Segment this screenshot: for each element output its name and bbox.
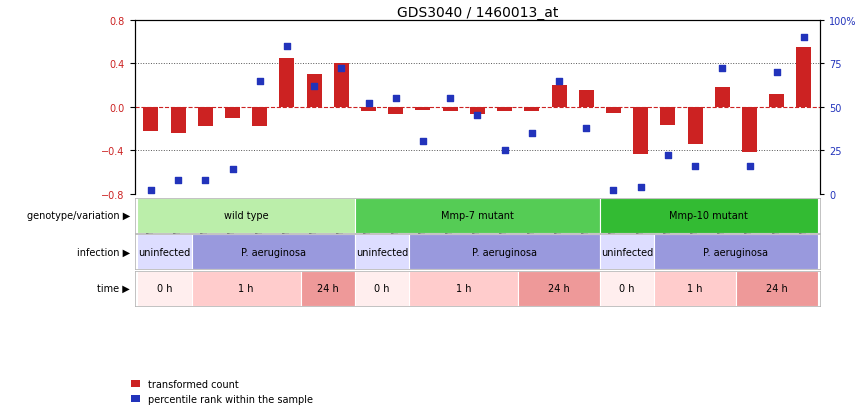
Text: 24 h: 24 h [317,283,339,294]
Text: uninfected: uninfected [138,247,191,257]
Title: GDS3040 / 1460013_at: GDS3040 / 1460013_at [397,6,558,20]
Text: genotype/variation ▶: genotype/variation ▶ [27,211,130,221]
Bar [410,235,600,270]
Point [171,177,185,183]
Bar [600,198,818,233]
Bar [654,235,818,270]
Point [688,163,702,170]
Text: Mmp-10 mutant: Mmp-10 mutant [669,211,748,221]
Point [444,95,457,102]
Text: Mmp-7 mutant: Mmp-7 mutant [441,211,514,221]
Text: 0 h: 0 h [374,283,390,294]
Bar [443,107,457,112]
Bar [355,271,410,306]
Text: 0 h: 0 h [619,283,635,294]
Bar [253,107,267,127]
Bar [600,235,654,270]
Text: 0 h: 0 h [157,283,172,294]
Point [634,184,648,190]
Text: P. aeruginosa: P. aeruginosa [472,247,537,257]
Bar [300,271,355,306]
Bar [497,107,512,112]
Point [470,113,484,119]
Bar [355,198,600,233]
Bar [171,107,186,133]
Point [661,153,674,159]
Bar [600,271,654,306]
Bar [225,107,240,118]
Text: wild type: wild type [224,211,268,221]
Point [280,43,294,50]
Bar [306,75,322,107]
Bar [736,271,818,306]
Bar [137,271,192,306]
Text: P. aeruginosa: P. aeruginosa [703,247,768,257]
Text: infection ▶: infection ▶ [77,247,130,257]
Bar [198,107,213,127]
Point [552,78,566,85]
Point [715,66,729,73]
Bar [606,107,621,114]
Text: 1 h: 1 h [687,283,703,294]
Point [525,130,539,137]
Text: 1 h: 1 h [456,283,471,294]
Point [307,83,321,90]
Text: 1 h: 1 h [239,283,253,294]
Bar [279,59,294,107]
Bar [661,107,675,126]
Point [144,188,158,194]
Text: 24 h: 24 h [549,283,570,294]
Bar [769,95,784,107]
Point [797,35,811,41]
Text: P. aeruginosa: P. aeruginosa [240,247,306,257]
Point [497,147,511,154]
Point [607,188,621,194]
Point [362,101,376,107]
Bar [687,107,702,144]
Bar [742,107,757,153]
Bar [654,271,736,306]
Bar [192,235,355,270]
Bar [579,91,594,107]
Point [416,139,430,145]
Point [579,125,593,131]
Bar [355,235,410,270]
Bar [143,107,158,131]
Text: 24 h: 24 h [766,283,787,294]
Bar [633,107,648,155]
Bar [192,271,300,306]
Bar [551,86,567,107]
Bar [388,107,404,115]
Text: uninfected: uninfected [356,247,408,257]
Point [199,177,213,183]
Bar [524,107,539,112]
Legend: transformed count, percentile rank within the sample: transformed count, percentile rank withi… [131,379,313,404]
Point [389,95,403,102]
Point [742,163,756,170]
Bar [334,64,349,107]
Bar [137,198,355,233]
Bar [715,88,730,107]
Text: uninfected: uninfected [601,247,654,257]
Point [226,166,240,173]
Bar [470,107,485,115]
Bar [361,107,376,112]
Bar [137,235,192,270]
Bar [797,48,812,107]
Bar [416,107,431,111]
Bar [410,271,518,306]
Point [334,66,348,73]
Point [770,69,784,76]
Point [253,78,266,85]
Text: time ▶: time ▶ [97,283,130,294]
Bar [518,271,600,306]
